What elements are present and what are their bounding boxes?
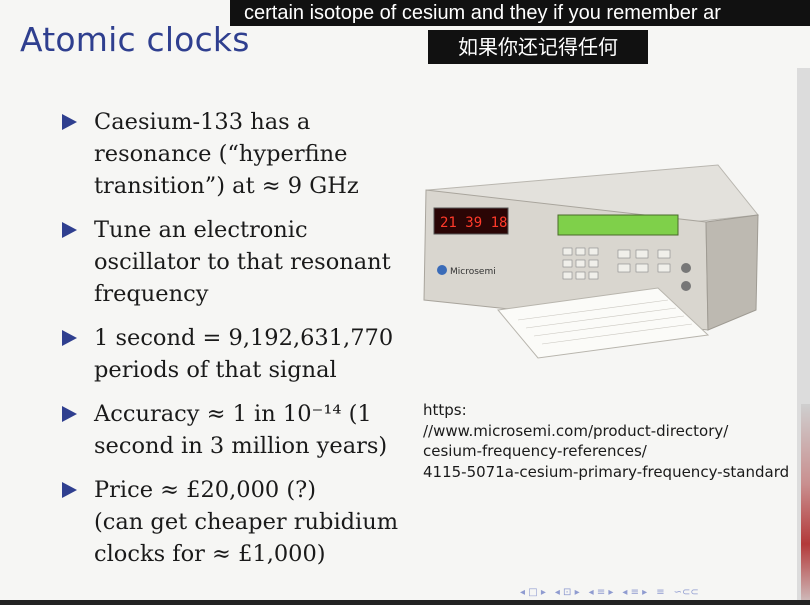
triangle-bullet-icon bbox=[62, 406, 77, 422]
nav-subsection-icon[interactable]: ◂ ⊡ ▸ bbox=[554, 586, 580, 598]
clock-display-text: 21 39 18 bbox=[440, 215, 507, 231]
bullet-text: oscillator to that resonant bbox=[94, 249, 391, 275]
nav-menu-icon[interactable]: ≡ bbox=[656, 586, 665, 598]
caption-line: cesium-frequency-references/ bbox=[423, 442, 647, 460]
bullet-list: Caesium-133 has a resonance (“hyperfine … bbox=[60, 106, 399, 582]
triangle-bullet-icon bbox=[62, 330, 77, 346]
bullet-item: 1 second = 9,192,631,770 periods of that… bbox=[60, 322, 394, 386]
bullet-item: Accuracy ≈ 1 in 10⁻¹⁴ (1 second in 3 mil… bbox=[60, 398, 390, 462]
bullet-item: Caesium-133 has a resonance (“hyperfine … bbox=[60, 106, 390, 202]
nav-section-icon[interactable]: ◂ ≡ ▸ bbox=[588, 586, 614, 598]
caption-line: 4115-5071a-cesium-primary-frequency-stan… bbox=[423, 462, 790, 481]
triangle-bullet-icon bbox=[62, 482, 77, 498]
webcam-person-strip bbox=[801, 404, 810, 604]
bullet-item: Tune an electronic oscillator to that re… bbox=[60, 214, 391, 310]
brand-logo-text: Microsemi bbox=[450, 267, 496, 277]
triangle-bullet-icon bbox=[62, 222, 77, 238]
slide-title: Atomic clocks bbox=[20, 20, 250, 59]
bullet-text: (can get cheaper rubidium bbox=[94, 509, 399, 535]
image-source-caption: https: //www.microsemi.com/product-direc… bbox=[423, 400, 803, 482]
beamer-navigation-bar: ◂ □ ▸ ◂ ⊡ ▸ ◂ ≡ ▸ ◂ ≡ ▸ ≡ ∽⊂⊂ bbox=[520, 585, 800, 599]
bullet-text: periods of that signal bbox=[94, 357, 337, 383]
caption-line: https: bbox=[423, 401, 467, 419]
bullet-text: Tune an electronic bbox=[94, 217, 308, 243]
nav-subsection2-icon[interactable]: ◂ ≡ ▸ bbox=[622, 586, 648, 598]
bullet-text: frequency bbox=[94, 281, 209, 307]
triangle-bullet-icon bbox=[62, 114, 77, 130]
bullet-text: Price ≈ £20,000 (?) bbox=[94, 477, 316, 503]
bottom-border bbox=[0, 600, 810, 605]
subtitle-english: certain isotope of cesium and they if yo… bbox=[230, 0, 810, 26]
bullet-text: second in 3 million years) bbox=[94, 433, 388, 459]
bullet-text: 1 second = 9,192,631,770 bbox=[94, 325, 394, 351]
bullet-item: Price ≈ £20,000 (?) (can get cheaper rub… bbox=[60, 474, 399, 570]
nav-frame-icon[interactable]: ◂ □ ▸ bbox=[520, 586, 546, 598]
bullet-text: Caesium-133 has a bbox=[94, 109, 311, 135]
bullet-text: resonance (“hyperfine bbox=[94, 141, 348, 167]
caption-line: //www.microsemi.com/product-directory/ bbox=[423, 421, 729, 440]
cesium-clock-image: 21 39 18 Microsemi bbox=[423, 164, 759, 359]
bullet-text: Accuracy ≈ 1 in 10⁻¹⁴ (1 bbox=[94, 401, 372, 427]
bullet-text: clocks for ≈ £1,000) bbox=[94, 541, 326, 567]
nav-search-icon[interactable]: ∽⊂⊂ bbox=[673, 586, 699, 598]
bullet-text: transition”) at ≈ 9 GHz bbox=[94, 173, 359, 199]
subtitle-chinese: 如果你还记得任何 bbox=[428, 30, 648, 64]
